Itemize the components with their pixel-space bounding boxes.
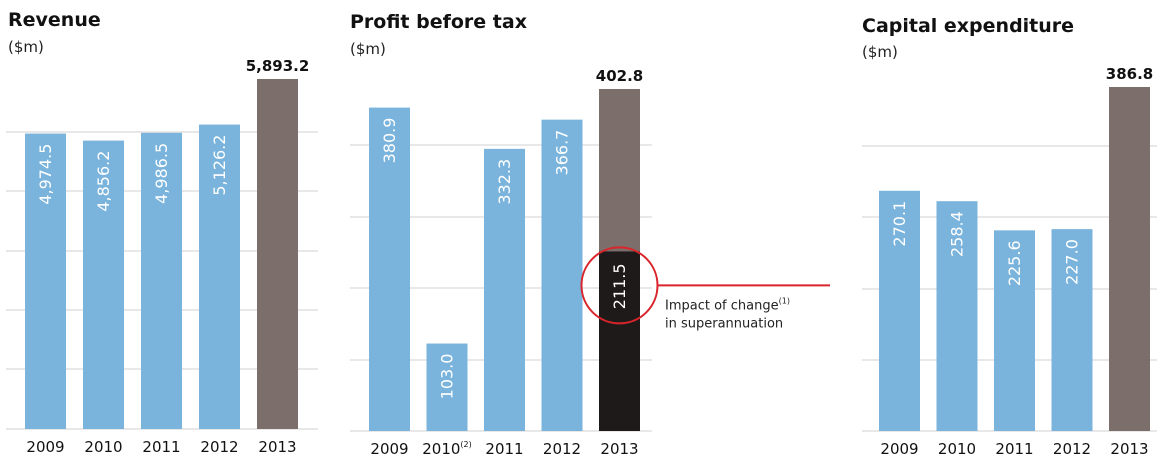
chart-panel-1: Profit before tax ($m) 380.9 2009 103.0 2010(… <box>350 11 830 458</box>
impact-annotation-line-2: in superannuation <box>665 316 783 331</box>
unit-label: ($m) <box>862 43 898 61</box>
bar <box>257 79 298 429</box>
tick-label: 2011 <box>485 440 523 458</box>
tick-label: 2013 <box>600 440 638 458</box>
bar <box>1051 229 1093 431</box>
impact-annotation-line-1: Impact of change(1) <box>665 296 790 313</box>
bar <box>426 343 468 431</box>
data-label: 5,126.2 <box>210 135 229 196</box>
chart-panel-2: Capital expenditure ($m) 270.1 2009 258.4 201… <box>862 15 1157 458</box>
tick-label: 2013 <box>258 438 296 456</box>
chart-title: Capital expenditure <box>862 15 1074 37</box>
impact-label: 211.5 <box>610 263 629 309</box>
tick-label: 2011 <box>142 438 180 456</box>
tick-label: 2011 <box>995 440 1033 458</box>
tick-label: 2012 <box>543 440 581 458</box>
impact-bar <box>599 251 640 431</box>
data-label: 386.8 <box>1106 65 1153 83</box>
chart-panel-0: Revenue ($m) 4,974.5 2009 4,856.2 2010 4,986.5… <box>6 9 318 456</box>
tick-label: 2012 <box>1053 440 1091 458</box>
tick-label: 2010 <box>84 438 122 456</box>
data-label: 103.0 <box>438 354 457 400</box>
tick-label: 2009 <box>370 440 408 458</box>
tick-label: 2009 <box>26 438 64 456</box>
tick-label: 2010 <box>938 440 976 458</box>
data-label: 5,893.2 <box>246 57 310 75</box>
tick-label: 2013 <box>1110 440 1148 458</box>
bar <box>25 133 66 429</box>
data-label: 258.4 <box>948 211 967 257</box>
bar <box>141 132 182 429</box>
bar <box>83 140 124 429</box>
tick-label: 2012 <box>200 438 238 456</box>
data-label: 4,974.5 <box>36 144 55 205</box>
bar <box>879 190 920 431</box>
data-label: 380.9 <box>380 118 399 164</box>
unit-label: ($m) <box>8 38 44 56</box>
bar <box>199 124 240 430</box>
bar <box>1109 87 1150 431</box>
bar <box>369 107 410 432</box>
tick-label: 2009 <box>880 440 918 458</box>
data-label: 366.7 <box>553 130 572 176</box>
data-label: 225.6 <box>1005 240 1024 286</box>
data-label: 270.1 <box>890 201 909 247</box>
data-label: 227.0 <box>1063 239 1082 285</box>
chart-title: Profit before tax <box>350 11 527 33</box>
bar <box>994 230 1035 431</box>
bar <box>541 119 583 431</box>
data-label: 4,856.2 <box>94 151 113 212</box>
data-label: 4,986.5 <box>152 143 171 204</box>
bar <box>484 148 525 431</box>
data-label: 402.8 <box>596 67 643 85</box>
chart-title: Revenue <box>8 9 101 31</box>
data-label: 332.3 <box>495 159 514 205</box>
bar <box>936 201 978 431</box>
unit-label: ($m) <box>350 40 386 58</box>
tick-label: 2010(2) <box>422 440 472 458</box>
